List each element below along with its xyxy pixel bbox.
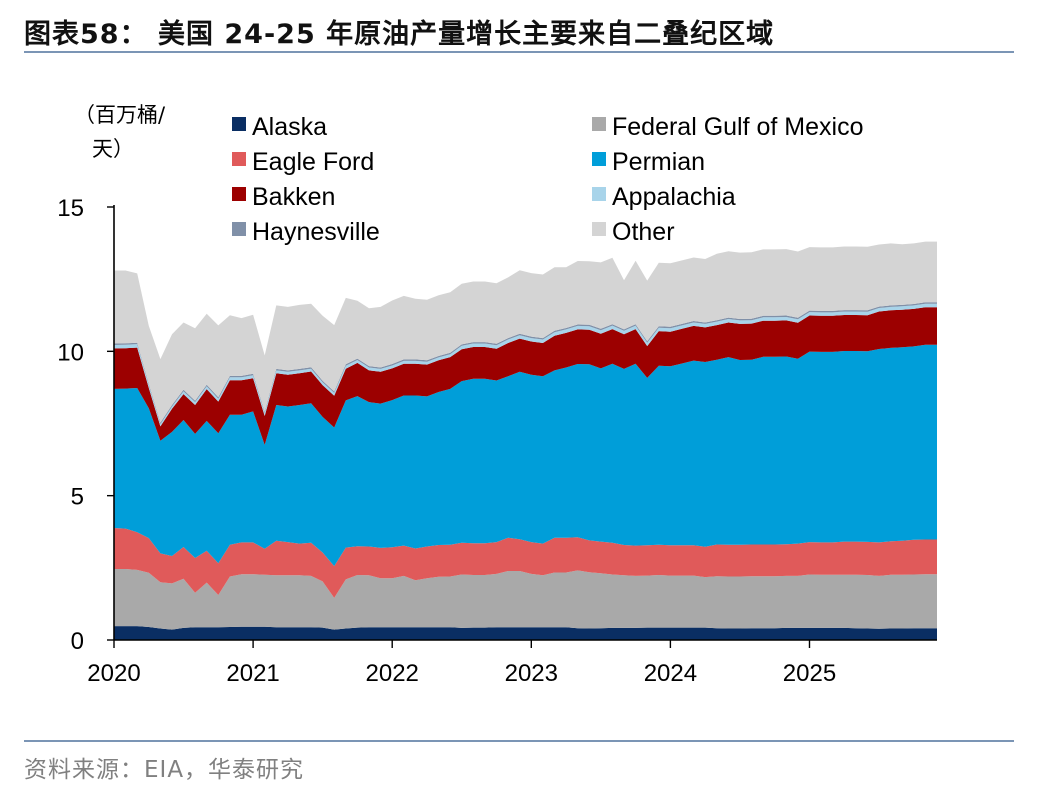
x-tick-label: 2025 [783, 660, 836, 687]
legend: Alaska Federal Gulf of Mexico Eagle Ford Pe… [232, 113, 864, 246]
legend-item-permian: Permian [592, 148, 705, 176]
area-federal-gulf-of-mexico [114, 569, 937, 630]
figure-title: 图表58： 美国 24-25 年原油产量增长主要来自二叠纪区域 [24, 19, 775, 50]
x-tick-label: 2022 [366, 660, 419, 687]
legend-swatch [592, 187, 606, 201]
legend-item-eagle-ford: Eagle Ford [232, 148, 374, 176]
legend-label: Appalachia [612, 183, 736, 211]
axes-group: 0 5 10 15 2020 2021 2022 2023 2024 2025 [57, 195, 937, 687]
y-tick-label: 10 [57, 339, 84, 366]
legend-swatch [232, 187, 246, 201]
y-tick-label: 15 [57, 195, 84, 222]
legend-item-other: Other [592, 218, 675, 246]
legend-label: Other [612, 218, 675, 246]
legend-label: Haynesville [252, 218, 380, 246]
legend-swatch [592, 222, 606, 236]
x-tick-label: 2024 [644, 660, 697, 687]
legend-label: Bakken [252, 183, 335, 211]
y-tick-label: 0 [71, 628, 84, 655]
area-chart: 0 5 10 15 2020 2021 2022 2023 2024 2025 Alaska Fed… [57, 103, 937, 687]
legend-swatch [232, 152, 246, 166]
area-series-group [114, 241, 937, 640]
legend-swatch [232, 222, 246, 236]
legend-item-appalachia: Appalachia [592, 183, 736, 211]
area-eagle-ford [114, 528, 937, 598]
legend-label: Permian [612, 148, 705, 176]
top-divider [24, 51, 1014, 53]
x-tick-label: 2023 [505, 660, 558, 687]
y-axis-unit-line-2: 天） [92, 137, 134, 161]
legend-item-bakken: Bakken [232, 183, 335, 211]
bottom-divider [24, 740, 1014, 742]
legend-item-federal-gulf-of-mexico: Federal Gulf of Mexico [592, 113, 864, 141]
x-tick-label: 2020 [87, 660, 140, 687]
legend-label: Federal Gulf of Mexico [612, 113, 864, 141]
x-tick-label: 2021 [226, 660, 279, 687]
legend-swatch [592, 117, 606, 131]
area-bakken [114, 307, 937, 445]
y-tick-label: 5 [71, 484, 84, 511]
area-alaska [114, 626, 937, 640]
legend-item-alaska: Alaska [232, 113, 327, 141]
legend-label: Alaska [252, 113, 327, 141]
legend-swatch [592, 152, 606, 166]
legend-swatch [232, 117, 246, 131]
source-note: 资料来源：EIA，华泰研究 [24, 757, 305, 783]
area-other [114, 241, 937, 423]
y-axis-unit-line-1: （百万桶/ [74, 103, 166, 127]
legend-label: Eagle Ford [252, 148, 374, 176]
area-permian [114, 344, 937, 567]
legend-item-haynesville: Haynesville [232, 218, 380, 246]
